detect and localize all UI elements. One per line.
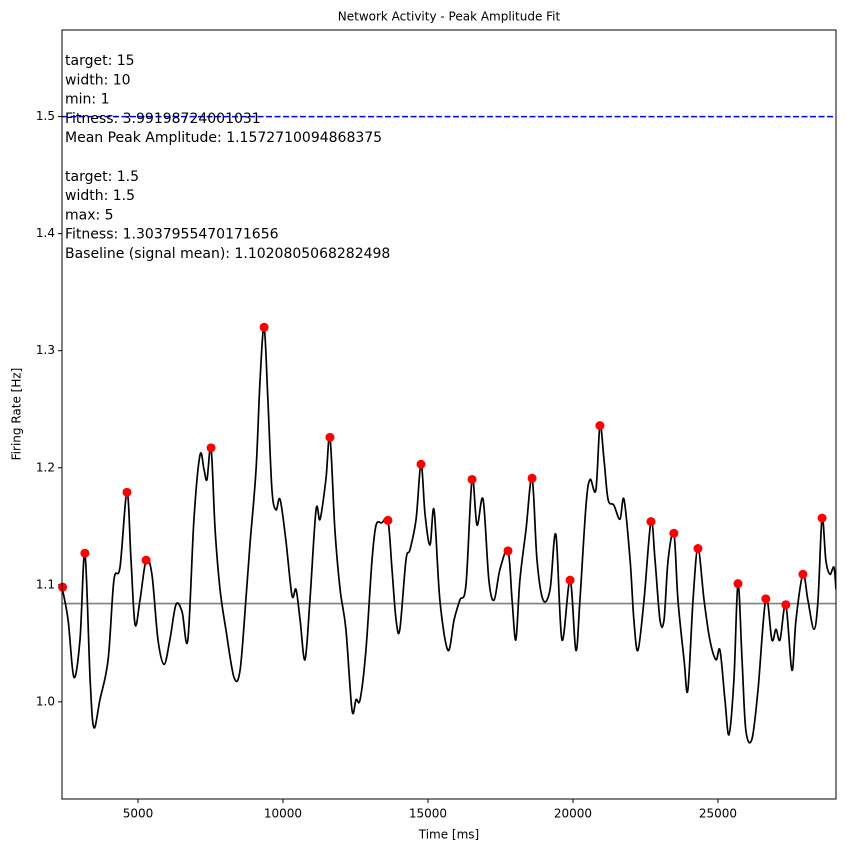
- y-tick-label: 1.0: [36, 694, 55, 708]
- y-tick-label: 1.5: [36, 109, 55, 123]
- peak-marker: [503, 546, 513, 556]
- annotation-text: Fitness: 1.3037955470171656: [65, 227, 279, 243]
- peak-marker: [206, 443, 216, 453]
- peak-marker: [259, 322, 269, 332]
- peak-marker: [817, 513, 827, 523]
- annotation-text: min: 1: [65, 92, 109, 108]
- x-tick-label: 10000: [264, 807, 302, 821]
- peak-marker: [646, 517, 656, 527]
- x-axis-label: Time [ms]: [418, 828, 480, 842]
- x-tick-label: 15000: [409, 807, 447, 821]
- y-tick-label: 1.4: [36, 226, 55, 240]
- peak-marker: [416, 459, 426, 469]
- y-axis-label: Firing Rate [Hz]: [10, 368, 24, 461]
- x-tick-label: 20000: [554, 807, 592, 821]
- peak-marker: [693, 544, 703, 554]
- peak-marker: [80, 548, 90, 558]
- peak-marker: [383, 515, 393, 525]
- annotation-text: width: 10: [65, 72, 131, 88]
- x-tick-label: 5000: [123, 807, 154, 821]
- peak-marker: [58, 582, 68, 592]
- peak-marker: [527, 473, 537, 483]
- peak-marker: [669, 528, 679, 538]
- signal-line: [62, 326, 836, 744]
- peak-marker: [467, 474, 477, 484]
- annotation-text: Baseline (signal mean): 1.10208050682824…: [65, 246, 390, 262]
- peak-marker: [595, 421, 605, 431]
- annotation-text: target: 1.5: [65, 169, 139, 185]
- annotation-text: Fitness: 3.99198724001031: [65, 111, 261, 127]
- peak-marker: [122, 487, 132, 497]
- x-tick-label: 25000: [699, 807, 737, 821]
- peak-marker: [325, 432, 335, 442]
- annotation-text: Mean Peak Amplitude: 1.1572710094868375: [65, 130, 382, 146]
- plot-frame: [61, 29, 837, 800]
- peak-marker: [565, 575, 575, 585]
- y-tick-label: 1.1: [36, 577, 55, 591]
- peak-marker: [761, 594, 771, 604]
- peak-marker: [733, 579, 743, 589]
- y-tick-label: 1.2: [36, 460, 55, 474]
- peak-marker: [141, 555, 151, 565]
- peak-marker: [798, 569, 808, 579]
- peak-marker: [781, 600, 791, 610]
- annotation-text: target: 15: [65, 53, 135, 69]
- annotation-text: max: 5: [65, 207, 114, 223]
- annotation-text: width: 1.5: [65, 188, 135, 204]
- chart-title: Network Activity - Peak Amplitude Fit: [338, 10, 561, 24]
- y-tick-label: 1.3: [36, 343, 55, 357]
